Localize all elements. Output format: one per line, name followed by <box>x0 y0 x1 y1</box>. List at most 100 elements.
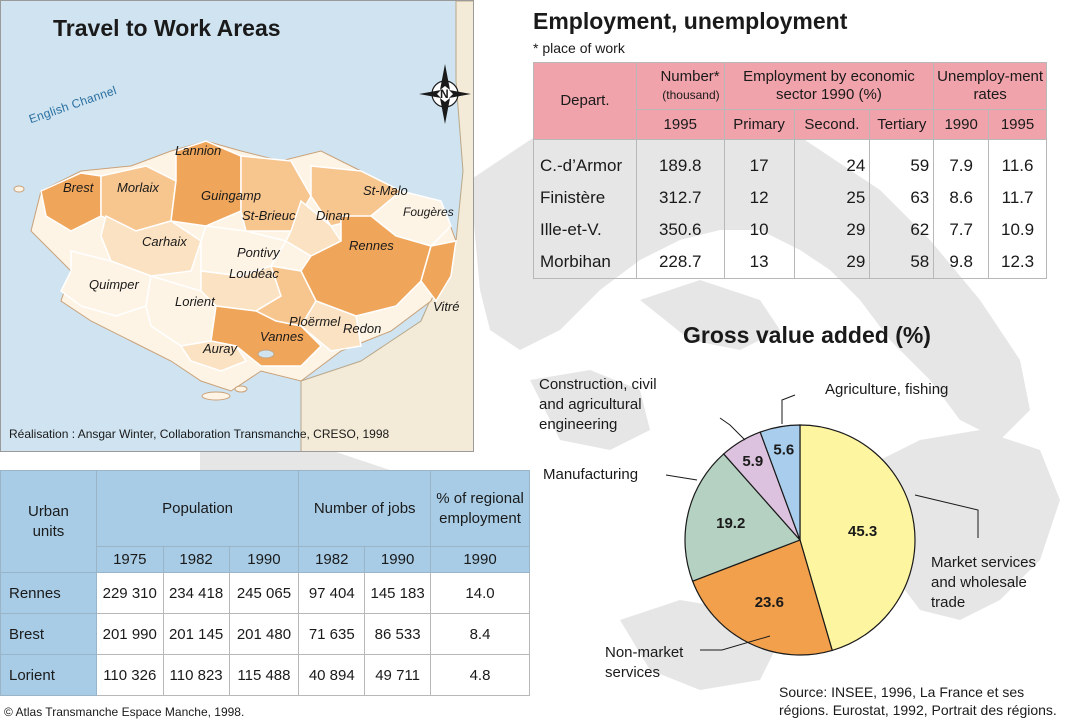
number-cell: 350.6 <box>635 214 725 246</box>
town-label: Loudéac <box>229 266 279 281</box>
employment-note: * place of work <box>533 40 625 56</box>
label-agriculture: Agriculture, fishing <box>825 381 949 398</box>
compass-letter: N <box>440 87 449 101</box>
town-label: St-Malo <box>363 183 408 198</box>
town-label: Brest <box>63 180 94 195</box>
dept-cell: Morbihan <box>533 246 637 279</box>
header-primary: Primary <box>723 109 795 140</box>
table-row: Finistère 312.7 12 25 63 8.6 11.7 <box>533 182 1047 214</box>
header-unemp-1990: 1990 <box>933 109 990 140</box>
number-cell: 228.7 <box>635 246 725 279</box>
tertiary-cell: 58 <box>869 246 935 279</box>
town-label: Vannes <box>260 329 304 344</box>
jobs-1982-cell: 40 894 <box>298 654 366 696</box>
header-pop-1990: 1990 <box>228 546 300 573</box>
pie-value-label: 45.3 <box>848 523 877 540</box>
label-manufacturing: Manufacturing <box>543 466 639 483</box>
town-label: Auray <box>203 341 237 356</box>
dept-cell: Finistère <box>533 182 637 214</box>
unemp-1995-cell: 11.7 <box>988 182 1047 214</box>
header-unemployment: Unemploy-ment rates <box>933 62 1047 110</box>
second-cell: 29 <box>793 214 871 246</box>
primary-cell: 13 <box>723 246 795 279</box>
header-depart: Depart. <box>533 62 637 140</box>
regional-cell: 14.0 <box>430 572 530 614</box>
unemp-1990-cell: 7.7 <box>933 214 990 246</box>
second-cell: 25 <box>793 182 871 214</box>
regional-cell: 4.8 <box>430 654 530 696</box>
header-tertiary: Tertiary <box>869 109 935 140</box>
header-jobs-1990: 1990 <box>364 546 432 573</box>
pie-value-label: 5.9 <box>742 453 763 470</box>
town-label: Morlaix <box>117 180 159 195</box>
header-unemp-1995: 1995 <box>988 109 1047 140</box>
travel-to-work-map: N Travel to Work Areas English Channel L… <box>0 0 474 452</box>
jobs-1990-cell: 49 711 <box>364 654 432 696</box>
unemp-1990-cell: 7.9 <box>933 150 990 182</box>
pop-1982-cell: 110 823 <box>162 654 230 696</box>
table-row: Ille-et-V. 350.6 10 29 62 7.7 10.9 <box>533 214 1047 246</box>
unemp-1990-cell: 9.8 <box>933 246 990 279</box>
leader-line <box>700 635 771 651</box>
leader-lines <box>665 394 979 651</box>
atlas-credit: © Atlas Transmanche Espace Manche, 1998. <box>4 705 245 719</box>
leader-line <box>719 417 746 441</box>
town-label: Lorient <box>175 294 215 309</box>
leader-line <box>914 494 979 538</box>
pop-1990-cell: 245 065 <box>228 572 300 614</box>
pie-slice <box>759 424 801 541</box>
pie-slice <box>691 539 833 656</box>
employment-title: Employment, unemployment <box>533 8 848 34</box>
pop-1990-cell: 115 488 <box>228 654 300 696</box>
unemp-1995-cell: 10.9 <box>988 214 1047 246</box>
pop-1982-cell: 201 145 <box>162 613 230 655</box>
town-label: Rennes <box>349 238 394 253</box>
header-regional-1990: 1990 <box>430 546 530 573</box>
header-jobs: Number of jobs <box>298 470 432 547</box>
header-year-1995: 1995 <box>635 109 725 140</box>
pop-1982-cell: 234 418 <box>162 572 230 614</box>
pie-slice <box>799 424 916 652</box>
town-label: Redon <box>343 321 382 336</box>
primary-cell: 17 <box>723 150 795 182</box>
town-label: Ploërmel <box>289 314 341 329</box>
jobs-1990-cell: 145 183 <box>364 572 432 614</box>
header-number: Number* (thousand) <box>635 62 725 110</box>
table-row: C.-d’Armor 189.8 17 24 59 7.9 11.6 <box>533 150 1047 182</box>
pie-value-label: 5.6 <box>773 441 794 458</box>
map-credit: Réalisation : Ansgar Winter, Collaborati… <box>9 427 390 441</box>
header-urban-units: Urban units <box>0 470 97 573</box>
header-population: Population <box>95 470 300 547</box>
number-cell: 312.7 <box>635 182 725 214</box>
header-sector: Employment by economic sector 1990 (%) <box>723 62 935 110</box>
header-second: Second. <box>793 109 871 140</box>
unemp-1995-cell: 12.3 <box>988 246 1047 279</box>
town-label: Fougères <box>403 205 454 219</box>
pie-value-label: 19.2 <box>716 515 745 532</box>
source-note: Source: INSEE, 1996, La France et ses rég… <box>779 684 1057 718</box>
tertiary-cell: 62 <box>869 214 935 246</box>
pop-1975-cell: 201 990 <box>95 613 164 655</box>
table-row: Lorient 110 326 110 823 115 488 40 894 4… <box>0 654 530 696</box>
label-non-market-services: Non-market services <box>605 644 684 681</box>
town-label: Quimper <box>89 277 139 292</box>
primary-cell: 12 <box>723 182 795 214</box>
tertiary-cell: 63 <box>869 182 935 214</box>
town-label: Guingamp <box>201 188 261 203</box>
urban-units-table: Urban units Population Number of jobs % … <box>0 470 530 696</box>
leader-line <box>665 474 698 481</box>
map-title: Travel to Work Areas <box>53 15 281 41</box>
town-label: Vitré <box>433 299 460 314</box>
employment-table: Depart. Number* (thousand) Employment by … <box>533 62 1047 279</box>
pie-slice <box>684 453 802 582</box>
table-row: Brest 201 990 201 145 201 480 71 635 86 … <box>0 613 530 655</box>
dept-cell: C.-d’Armor <box>533 150 637 182</box>
second-cell: 24 <box>793 150 871 182</box>
compass-icon <box>419 64 471 124</box>
leader-line <box>781 394 796 424</box>
label-construction: Construction, civil and agricultural engin… <box>539 376 657 433</box>
number-cell: 189.8 <box>635 150 725 182</box>
table-row: Morbihan 228.7 13 29 58 9.8 12.3 <box>533 246 1047 279</box>
header-pop-1982: 1982 <box>162 546 230 573</box>
